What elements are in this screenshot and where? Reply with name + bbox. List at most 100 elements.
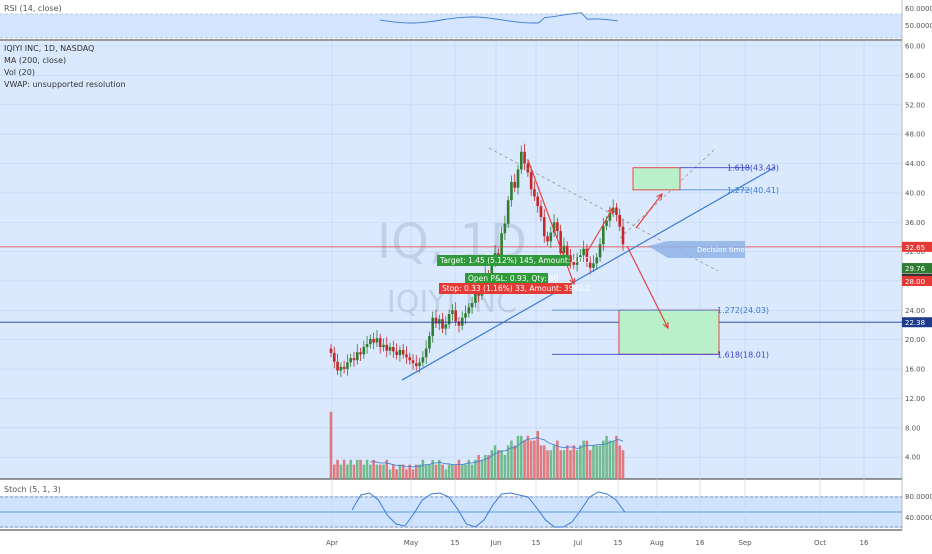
volume-bar	[565, 445, 569, 479]
volume-bar	[346, 464, 349, 479]
time-tick-label: Sep	[738, 539, 752, 547]
price-badge-text: 32.65	[905, 244, 925, 252]
volume-bar	[359, 459, 362, 479]
volume-bar	[493, 445, 497, 479]
candle-body	[437, 319, 441, 324]
candle-body	[421, 357, 425, 363]
fib-level-label: 1.618(43.43)	[727, 164, 779, 173]
volume-bar	[539, 445, 543, 479]
candle-body	[408, 357, 412, 361]
legend-title: IQIYI INC, 1D, NASDAQ	[4, 44, 94, 53]
candle-body	[336, 361, 339, 371]
annotation-overlay: 1.618(43.43) 1.272(40.41) 1.272(24.03) 1.61…	[0, 147, 902, 381]
candle-body	[565, 245, 569, 256]
time-tick-label: Apr	[326, 539, 338, 547]
volume-bar	[332, 464, 336, 479]
candle-body	[405, 354, 408, 358]
volume-bar	[579, 445, 582, 479]
volume-bar	[559, 450, 562, 479]
candle-body	[523, 151, 526, 164]
volume-bar	[336, 459, 339, 479]
volume-bar	[500, 450, 503, 479]
fib-level-label: 1.272(24.03)	[717, 306, 769, 315]
volume-bar	[487, 455, 490, 479]
volume-bar	[441, 464, 444, 479]
volume-bar	[411, 469, 415, 479]
candle-body	[552, 222, 556, 233]
volume-bar	[585, 440, 589, 479]
red-arrow-head	[607, 206, 614, 215]
red-arrow-head	[569, 277, 576, 286]
price-badge-text: 29.76	[905, 265, 926, 273]
fib-level-label: 1.272(40.41)	[727, 186, 779, 195]
rsi-tick-label: 60.0000	[905, 5, 932, 13]
volume-bar	[392, 464, 395, 479]
volume-bar	[434, 464, 438, 479]
volume-bar	[562, 450, 566, 479]
volume-bar	[428, 464, 431, 479]
candle-body	[369, 338, 372, 345]
volume-bar	[339, 464, 343, 479]
volume-bar	[477, 455, 480, 479]
price-badge	[902, 263, 932, 274]
volume-bar	[437, 459, 441, 479]
volume-bar	[608, 440, 612, 479]
time-axis[interactable]: Apr May 15 Jun 15 Jul 15 Aug 16 Sep Oct 16	[326, 539, 869, 547]
legend-vwap: VWAP: unsupported resolution	[4, 80, 126, 89]
price-tick-label: 24.00	[905, 307, 925, 315]
candle-body	[444, 324, 448, 329]
stoch-label: Stoch (5, 1, 3)	[4, 485, 61, 494]
candle-body	[395, 351, 398, 356]
candle-body	[372, 338, 375, 343]
candle-body	[582, 248, 585, 256]
volume-bar	[464, 464, 467, 479]
candle-body	[506, 200, 510, 224]
red-arrow-line	[635, 193, 663, 229]
price-tick-label: 8.00	[905, 424, 921, 432]
candle-body	[332, 352, 336, 362]
candle-body	[559, 231, 562, 254]
volume-bar	[510, 440, 513, 479]
time-tick-label: Jun	[490, 539, 502, 547]
candle-body	[569, 255, 572, 262]
price-tick-label: 32.00	[905, 248, 925, 256]
volume-bar	[582, 440, 585, 479]
candle-body	[349, 358, 352, 363]
volume-ma-line	[370, 436, 624, 468]
volume-bar	[575, 450, 579, 479]
time-tick-label: 15	[614, 539, 623, 547]
volume-bar	[556, 440, 559, 479]
candle-body	[411, 360, 415, 364]
time-tick-label: 16	[696, 539, 705, 547]
candle-body	[352, 358, 356, 361]
volume-bar	[369, 464, 372, 479]
candle-body	[460, 317, 464, 326]
stop-label-bg	[439, 283, 572, 294]
volume-bar	[375, 464, 379, 479]
red-arrow-head	[662, 321, 669, 330]
price-tick-label: 4.00	[905, 454, 921, 462]
volume-bar	[451, 464, 454, 479]
candles[interactable]	[329, 143, 625, 378]
volume-bar	[395, 469, 398, 479]
volume-bar	[474, 459, 477, 479]
candle-body	[621, 226, 625, 245]
volume-bar	[378, 464, 382, 479]
volume-bar	[382, 464, 385, 479]
candle-body	[546, 236, 549, 242]
candle-body	[401, 349, 405, 355]
candle-body	[382, 344, 385, 348]
volume-bar	[329, 411, 333, 479]
volume-bar	[536, 431, 539, 479]
volume-bar	[467, 459, 471, 479]
time-tick-label: Oct	[814, 539, 826, 547]
candle-body	[592, 263, 595, 268]
volume-bar	[526, 435, 530, 479]
price-badge-text: 28.00	[905, 278, 925, 286]
candle-body	[329, 348, 333, 353]
red-arrow-line	[626, 245, 669, 329]
red-arrow-head	[656, 192, 663, 200]
